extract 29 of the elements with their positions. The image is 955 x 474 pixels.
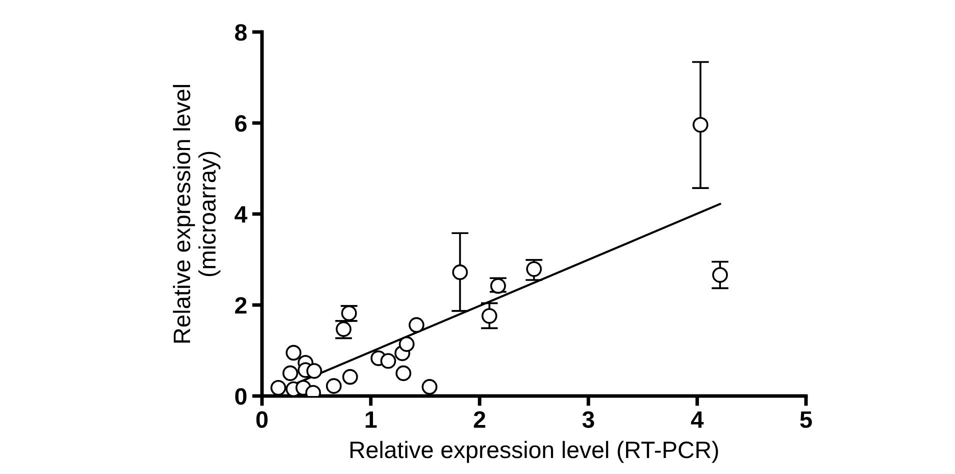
x-tick-label: 2 bbox=[474, 411, 486, 428]
x-tick-label: 1 bbox=[366, 411, 377, 428]
point bbox=[306, 363, 322, 379]
point bbox=[398, 336, 415, 352]
point bbox=[270, 380, 286, 396]
x-tick-label: 3 bbox=[582, 411, 594, 428]
y-tick-label: 8 bbox=[235, 24, 247, 41]
point bbox=[342, 369, 358, 385]
point bbox=[286, 344, 302, 361]
x-tick-label: 5 bbox=[800, 411, 812, 428]
y-tick-label: 2 bbox=[235, 297, 246, 314]
point bbox=[380, 353, 396, 369]
point bbox=[692, 116, 708, 133]
point bbox=[396, 365, 412, 382]
y-tick-label: 4 bbox=[234, 206, 248, 223]
point bbox=[282, 365, 298, 382]
point bbox=[326, 378, 342, 394]
y-tick-label: 0 bbox=[235, 388, 246, 405]
x-axis-title: Relative expression level (RT-PCR) bbox=[350, 440, 718, 463]
point bbox=[712, 267, 728, 283]
point bbox=[408, 317, 424, 333]
point bbox=[452, 264, 468, 280]
x-tick-label: 4 bbox=[690, 411, 704, 428]
x-tick-label: 0 bbox=[256, 411, 268, 428]
point bbox=[526, 261, 542, 277]
point bbox=[422, 379, 438, 395]
point bbox=[482, 308, 498, 324]
y-tick-label: 6 bbox=[235, 115, 247, 132]
y-axis-title: Relative expression level (microarray) bbox=[172, 84, 220, 343]
